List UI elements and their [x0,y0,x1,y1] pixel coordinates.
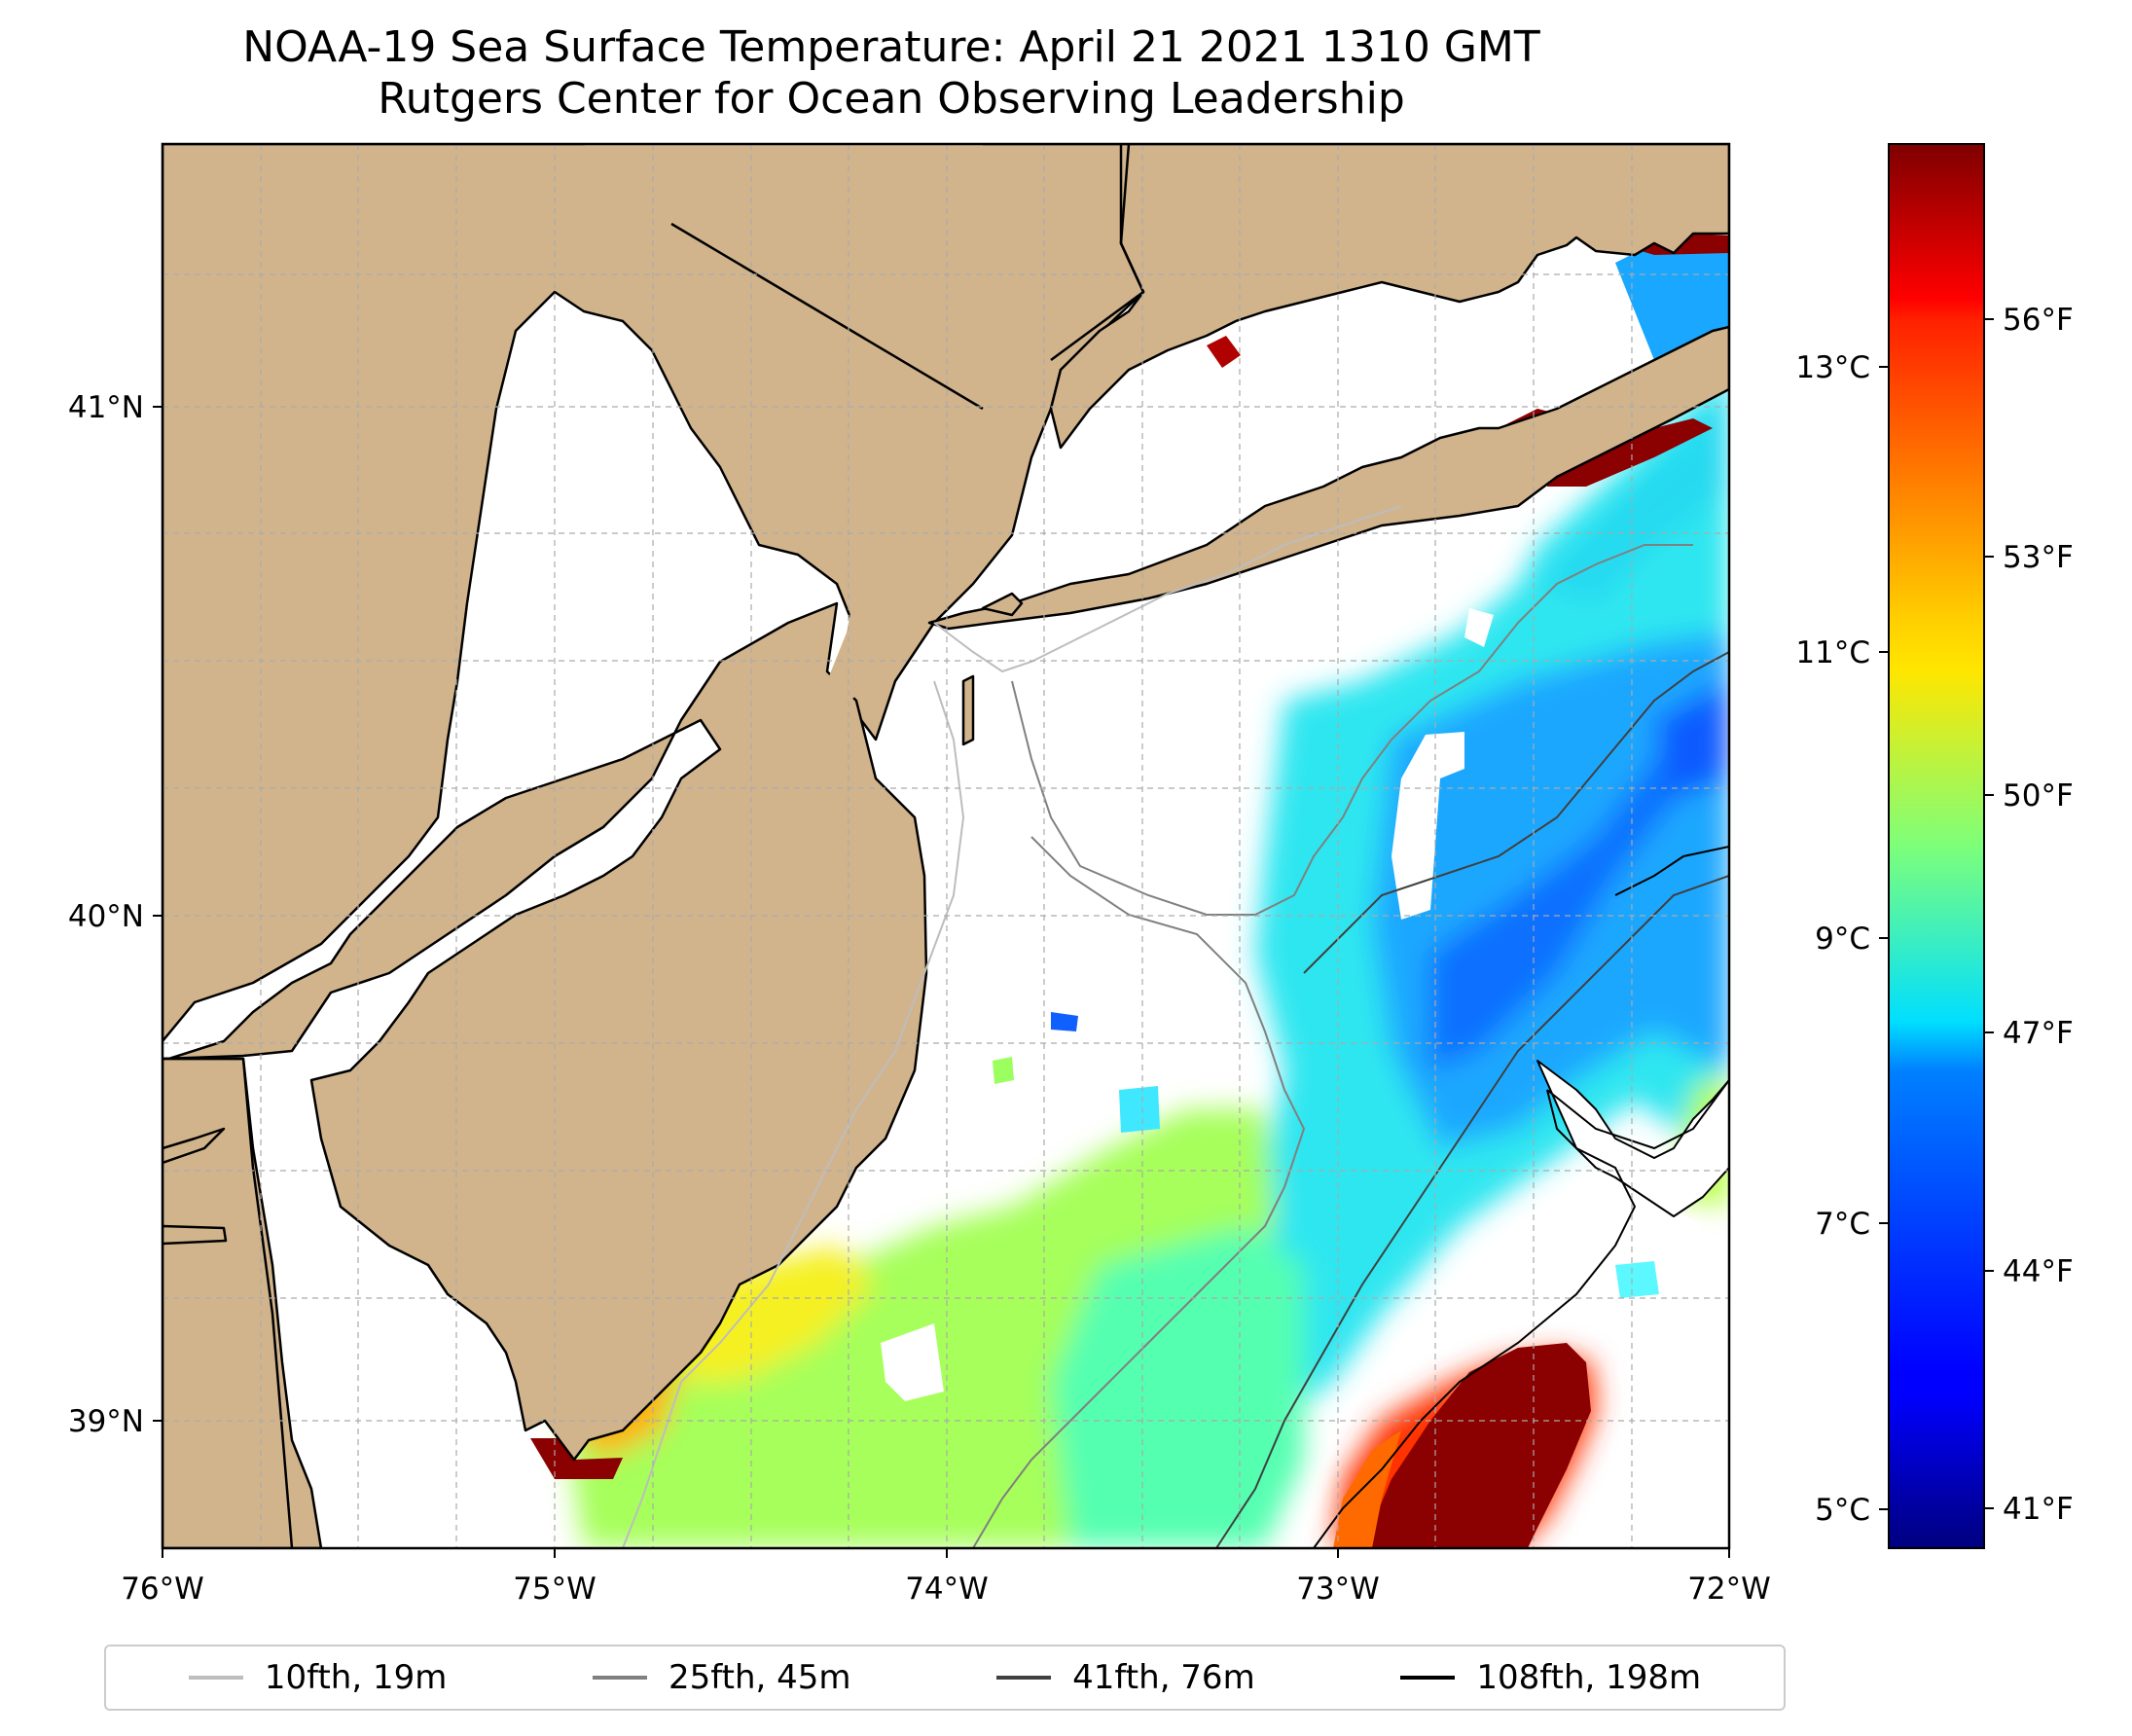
celsius-tick-label: 7°C [1815,1207,1870,1242]
x-tick-label: 76°W [121,1572,204,1607]
legend-line-swatch [188,1676,243,1680]
legend-item-108fth: 108fth, 198m [1400,1658,1701,1697]
cloud-gaps [881,608,1703,1401]
legend-item-10fth: 10fth, 19m [188,1658,448,1697]
y-tick-label: 41°N [68,390,144,425]
map-area [163,144,1729,1548]
colorbar-gradient [1888,143,1985,1549]
y-tick-label: 39°N [68,1404,144,1439]
colorbar: 13°C 11°C 9°C 7°C 5°C 56°F 53°F 50°F 47°… [1795,143,2074,1549]
legend-line-swatch [593,1676,647,1680]
legend-label: 41fth, 76m [1072,1658,1255,1697]
x-tick-label: 74°W [905,1572,989,1607]
legend: 10fth, 19m 25fth, 45m 41fth, 76m 108fth,… [104,1645,1786,1711]
y-tick-label: 40°N [68,899,144,934]
x-axis: 76°W 75°W 74°W 73°W 72°W [121,1548,1771,1607]
legend-label: 10fth, 19m [264,1658,448,1697]
gridlines [163,144,1729,1548]
map-title: NOAA-19 Sea Surface Temperature: April 2… [0,21,1783,125]
fahrenheit-tick-label: 44°F [2003,1254,2074,1289]
fahrenheit-tick-label: 47°F [2003,1016,2074,1051]
celsius-tick-label: 5°C [1815,1493,1870,1528]
legend-item-25fth: 25fth, 45m [593,1658,851,1697]
land [163,144,1729,1548]
fahrenheit-tick-label: 56°F [2003,303,2074,338]
bathymetry-contours [622,505,1729,1548]
x-tick-label: 75°W [513,1572,596,1607]
celsius-tick-label: 13°C [1795,350,1870,385]
legend-line-swatch [1400,1676,1456,1680]
legend-item-41fth: 41fth, 76m [996,1658,1255,1697]
title-line-2: Rutgers Center for Ocean Observing Leade… [378,74,1405,124]
fahrenheit-tick-label: 41°F [2003,1492,2074,1527]
fahrenheit-tick-label: 53°F [2003,540,2074,575]
celsius-tick-label: 11°C [1795,635,1870,670]
fahrenheit-tick-label: 50°F [2003,778,2074,814]
sst-field [530,232,1729,1548]
title-line-1: NOAA-19 Sea Surface Temperature: April 2… [242,22,1540,72]
celsius-tick-label: 9°C [1815,922,1870,957]
legend-label: 25fth, 45m [669,1658,851,1697]
legend-line-swatch [996,1676,1052,1680]
state-borders [163,144,1145,1548]
y-axis: 41°N 40°N 39°N [68,390,163,1439]
legend-label: 108fth, 198m [1476,1658,1702,1697]
x-tick-label: 72°W [1687,1572,1771,1607]
x-tick-label: 73°W [1296,1572,1380,1607]
